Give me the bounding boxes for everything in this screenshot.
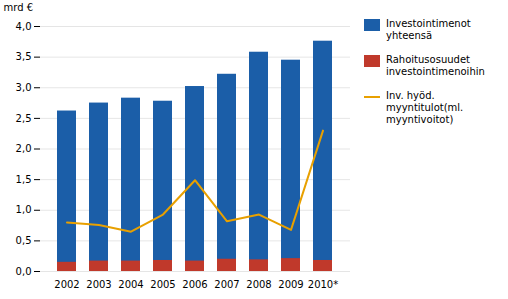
svg-text:2,0: 2,0 [16,143,32,154]
svg-text:2010*: 2010* [308,279,338,290]
svg-text:1,5: 1,5 [16,174,32,185]
html-text:Rahoitusosuudet investointimen: Rahoitusosuudet investointimenoihin [386,54,485,77]
svg-text:0,5: 0,5 [16,235,32,246]
svg-text:2009: 2009 [278,279,303,290]
html-text:Investointimenot yhteensä: Investointimenot yhteensä [386,18,471,41]
svg-text:0,0: 0,0 [16,266,32,277]
svg-text:2006: 2006 [182,279,207,290]
svg-text:2008: 2008 [246,279,271,290]
svg-text:2005: 2005 [150,279,175,290]
svg-text:1,0: 1,0 [16,204,32,215]
svg-text:2007: 2007 [214,279,239,290]
svg-text:2,5: 2,5 [16,113,32,124]
svg-text:4,0: 4,0 [16,21,32,32]
svg-text:3,0: 3,0 [16,82,32,93]
svg-text:2002: 2002 [54,279,79,290]
svg-text:2004: 2004 [118,279,143,290]
svg-text:2003: 2003 [86,279,111,290]
html-text:Inv. hyöd. myyntitulot(ml. myy: Inv. hyöd. myyntitulot(ml. myyntivoitot) [386,90,464,125]
svg-text:mrd €: mrd € [4,2,34,13]
svg-text:3,5: 3,5 [16,51,32,62]
